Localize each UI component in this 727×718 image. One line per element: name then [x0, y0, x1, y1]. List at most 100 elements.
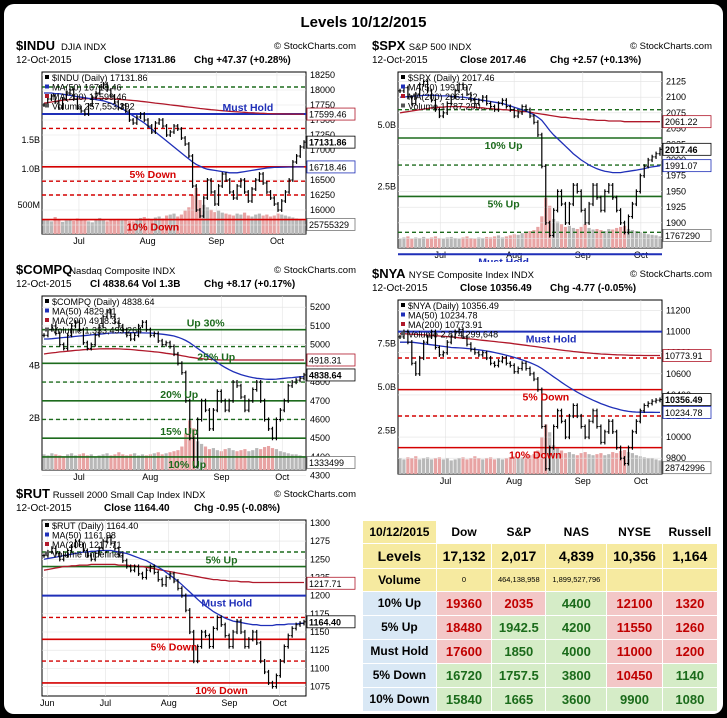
value-tag-label: 4838.64	[309, 370, 342, 380]
volume-bar	[282, 452, 286, 470]
volume-bar	[536, 450, 540, 474]
chart-panel-indu: $INDU DJIA INDX © StockCharts.com 12-Oct-20…	[14, 38, 362, 248]
volume-bar	[85, 455, 89, 470]
y-tick-label: 9800	[666, 453, 686, 463]
volume-bar	[290, 454, 294, 470]
volume-bar	[540, 437, 544, 474]
volume-bar	[567, 225, 571, 248]
volume-bar	[179, 214, 184, 234]
volume-value	[606, 568, 663, 592]
volume-bar	[406, 457, 410, 474]
volume-bar	[552, 445, 556, 474]
y-tick-label: 1150	[310, 627, 329, 637]
volume-bar	[243, 449, 247, 470]
volume-tick-label: 4B	[29, 361, 40, 371]
volume-tick-label: 2.5B	[377, 426, 396, 436]
volume-bar	[634, 455, 638, 474]
level-cell: 1140	[661, 662, 719, 688]
legend-entry: MA(200) 4918.31	[52, 316, 122, 326]
volume-bar	[516, 234, 520, 248]
y-tick-label: 17000	[310, 145, 335, 155]
value-tag	[662, 229, 712, 242]
value-tag	[662, 142, 712, 156]
level-label: 25% Up	[197, 351, 235, 363]
level-cell: 4200	[545, 614, 608, 640]
volume-bar	[172, 213, 176, 234]
volume-tick-label: 1.0B	[21, 164, 40, 174]
volume-bar	[583, 452, 587, 474]
y-tick-label: 1925	[666, 202, 686, 212]
volume-bar	[500, 459, 505, 474]
x-tick-label: Sep	[221, 698, 237, 708]
volume-bar	[251, 450, 255, 470]
legend-entry: MA(200) 17599.46	[52, 92, 127, 102]
rut-close: Close 1164.40	[104, 503, 170, 514]
volume-bar	[144, 455, 149, 470]
volume-bar	[646, 458, 650, 474]
level-label: 10% Up	[168, 459, 206, 471]
volume-bar	[587, 454, 591, 474]
volume-tick-label: 1.5B	[21, 135, 40, 145]
value-tag-label: 28742996	[665, 463, 705, 473]
volume-bar	[168, 214, 172, 234]
level-value: 4,839	[545, 542, 608, 570]
table-header: Dow	[435, 520, 493, 544]
volume-bar	[406, 236, 410, 248]
volume-bar	[563, 226, 568, 248]
legend-swatch	[45, 318, 49, 322]
legend-swatch	[401, 312, 405, 317]
value-tag-label: 17599.46	[309, 110, 347, 120]
volume-bar	[658, 460, 662, 474]
x-tick-label: Oct	[634, 476, 649, 486]
volume-bar	[97, 455, 101, 470]
volume-bar	[571, 227, 575, 248]
volume-bar	[437, 457, 441, 474]
volume-bar	[142, 216, 146, 234]
level-cell: 19360	[435, 590, 493, 616]
volume-bar	[516, 458, 520, 474]
volume-bar	[630, 453, 635, 474]
value-tag	[306, 107, 356, 121]
volume-bar	[638, 456, 642, 474]
volume-bar	[302, 456, 306, 470]
spx-symbol: $SPX	[372, 38, 406, 53]
value-tag-label: 1164.40	[309, 617, 341, 627]
level-cell: 1942.5	[491, 614, 547, 640]
volume-bar	[555, 221, 560, 248]
volume-bar	[654, 459, 658, 474]
volume-bar	[188, 420, 192, 470]
volume-bar	[69, 453, 74, 470]
table-row: Must Hold 17600 1850 4000 11000 1200	[362, 638, 719, 664]
level-cell: 1850	[491, 638, 547, 664]
indu-name: DJIA INDX	[61, 42, 107, 53]
compq-name: Nasdaq Composite INDX	[69, 266, 176, 277]
value-tag	[662, 159, 712, 173]
volume-bar	[255, 448, 259, 470]
compq-date: 12-Oct-2015	[16, 279, 72, 290]
indu-date: 12-Oct-2015	[16, 55, 72, 66]
y-tick-label: 16000	[310, 205, 335, 215]
volume-bar	[150, 219, 154, 234]
legend-swatch	[401, 322, 405, 326]
volume-bar	[473, 238, 477, 248]
volume-bar	[68, 219, 72, 234]
value-tag	[662, 349, 712, 362]
volume-bar	[239, 214, 243, 234]
volume-bar	[131, 221, 135, 234]
volume-bar	[98, 217, 102, 234]
volume-bar	[146, 218, 150, 234]
legend-entry: Volume 1,787,290,...	[408, 102, 491, 112]
volume-bar	[630, 230, 635, 248]
volume-bar	[532, 230, 536, 248]
compq-extra: Cl 4838.64 Vol 1.3B	[90, 279, 180, 290]
volume-bar	[646, 234, 650, 248]
y-tick-label: 4800	[310, 377, 330, 387]
legend-entry: MA(50) 4829.41	[52, 307, 117, 317]
x-tick-label: Aug	[140, 236, 156, 246]
volume-value: 464,138,958	[491, 568, 547, 592]
volume-bar	[42, 219, 46, 234]
value-tag	[662, 461, 712, 475]
level-label: Must Hold	[478, 256, 529, 262]
y-tick-label: 4300	[310, 471, 330, 481]
value-tag	[306, 615, 356, 629]
